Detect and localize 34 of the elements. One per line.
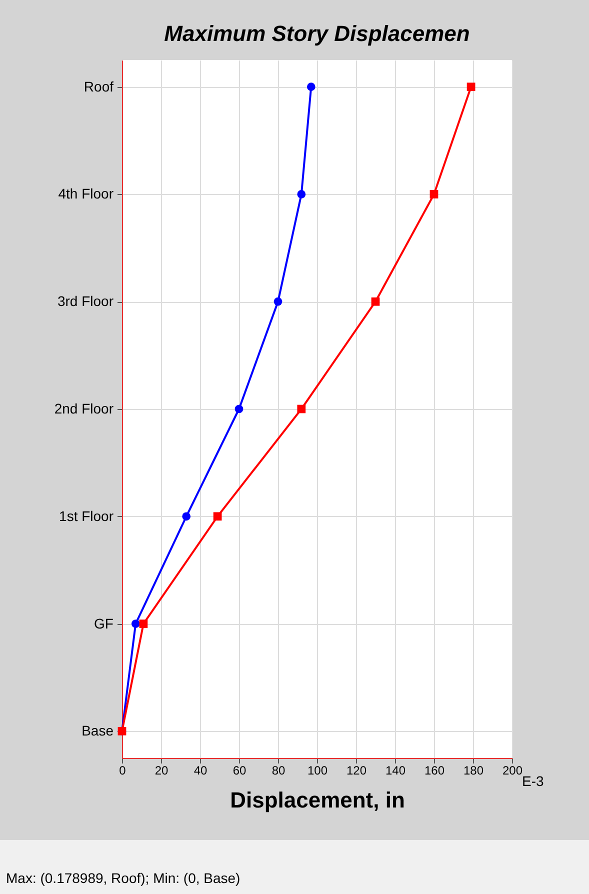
point <box>131 620 140 628</box>
point <box>466 82 476 92</box>
text: Max: (0.178989, Roof); Min: (0, Base) <box>0 840 589 894</box>
chart-title: Maximum Story Displacemen <box>164 21 470 46</box>
x-tick-label: 80 <box>272 764 286 778</box>
y-tick-label: 2nd Floor <box>54 400 114 416</box>
text: E-3 <box>522 773 544 789</box>
x-tick-label: 160 <box>424 764 445 778</box>
y-tick-label: Roof <box>84 78 114 94</box>
point <box>213 512 222 521</box>
x-tick-label: 180 <box>463 764 484 778</box>
y-tick-label: 3rd Floor <box>57 293 114 310</box>
x-tick-label: 100 <box>307 764 328 778</box>
y-tick-label: GF <box>94 615 114 632</box>
x-tick-label: 20 <box>154 764 168 778</box>
y-tick-label: Base <box>82 722 114 739</box>
x-tick-label: 60 <box>232 764 246 778</box>
x-tick-label: 200 <box>502 764 523 778</box>
x-tick-label: 140 <box>385 764 406 778</box>
point <box>297 190 306 198</box>
point <box>371 297 380 306</box>
x-tick-label: 120 <box>346 764 367 778</box>
point <box>297 404 306 414</box>
y-tick-label: 1st Floor <box>59 508 114 524</box>
point <box>274 297 282 306</box>
point <box>182 512 191 521</box>
point <box>306 82 316 92</box>
point <box>139 620 148 628</box>
y-tick-label: 4th Floor <box>58 186 114 202</box>
x-tick-label: 0 <box>119 764 126 778</box>
x-tick-label: 40 <box>194 764 208 778</box>
x-axis-title: Displacement, in <box>230 788 405 812</box>
point <box>234 404 244 414</box>
point <box>430 190 438 198</box>
